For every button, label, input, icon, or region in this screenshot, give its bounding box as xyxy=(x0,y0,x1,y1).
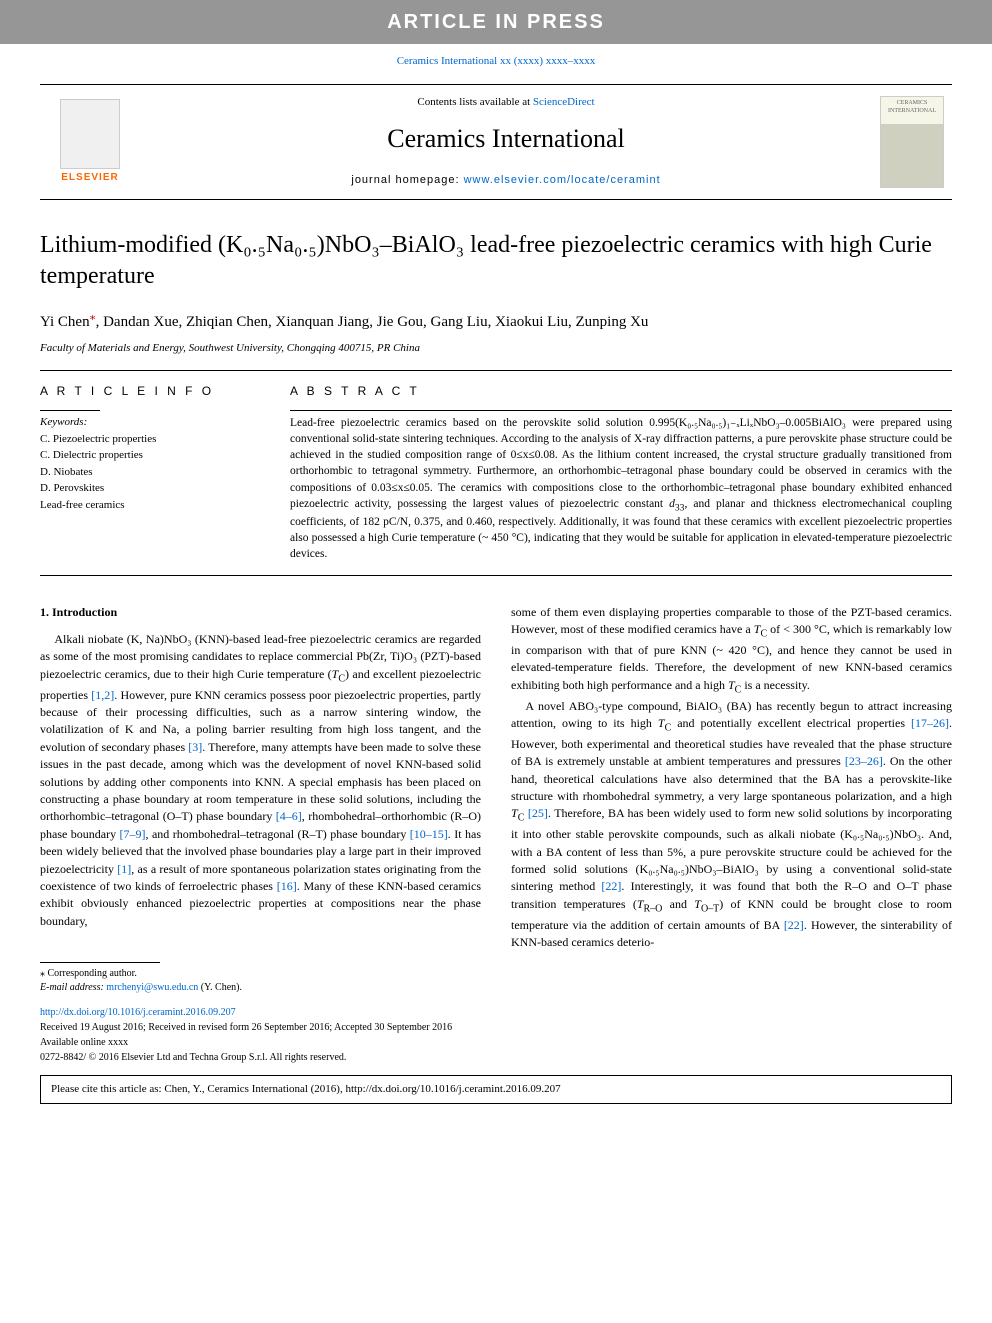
body-paragraph: A novel ABO₃-type compound, BiAlO₃ (BA) … xyxy=(511,698,952,952)
authors-line: Yi Chen⁎, Dandan Xue, Zhiqian Chen, Xian… xyxy=(40,308,952,333)
divider xyxy=(40,575,952,576)
journal-reference-line: Ceramics International xx (xxxx) xxxx–xx… xyxy=(0,44,992,79)
keyword-item: D. Perovskites xyxy=(40,480,260,497)
contents-lists-line: Contents lists available at ScienceDirec… xyxy=(150,95,862,110)
journal-title: Ceramics International xyxy=(150,121,862,157)
sciencedirect-link[interactable]: ScienceDirect xyxy=(533,96,595,108)
keyword-item: Lead-free ceramics xyxy=(40,497,260,514)
cover-image: CERAMICS INTERNATIONAL xyxy=(880,96,944,188)
journal-ref-link[interactable]: Ceramics International xx (xxxx) xxxx–xx… xyxy=(397,55,596,67)
contents-prefix: Contents lists available at xyxy=(417,96,532,108)
abstract-head: A B S T R A C T xyxy=(290,383,952,400)
available-line: Available online xxxx xyxy=(40,1037,128,1048)
doi-link[interactable]: http://dx.doi.org/10.1016/j.ceramint.201… xyxy=(40,1007,236,1018)
affiliation: Faculty of Materials and Energy, Southwe… xyxy=(40,341,952,356)
journal-homepage-line: journal homepage: www.elsevier.com/locat… xyxy=(150,173,862,188)
citation-box: Please cite this article as: Chen, Y., C… xyxy=(40,1075,952,1104)
email-suffix: (Y. Chen). xyxy=(198,982,242,993)
body-paragraph: Alkali niobate (K, Na)NbO₃ (KNN)-based l… xyxy=(40,631,481,930)
homepage-link[interactable]: www.elsevier.com/locate/ceramint xyxy=(464,174,661,186)
abstract-text: Lead-free piezoelectric ceramics based o… xyxy=(290,415,952,562)
elsevier-label: ELSEVIER xyxy=(61,171,118,185)
body-paragraph: some of them even displaying properties … xyxy=(511,604,952,698)
keywords-label: Keywords: xyxy=(40,415,260,430)
body-column-left: 1. Introduction Alkali niobate (K, Na)Nb… xyxy=(40,604,481,952)
email-link[interactable]: mrchenyi@swu.edu.cn xyxy=(106,982,198,993)
keywords-list: C. Piezoelectric propertiesC. Dielectric… xyxy=(40,431,260,514)
article-info-column: A R T I C L E I N F O Keywords: C. Piezo… xyxy=(40,383,260,562)
divider xyxy=(40,410,100,411)
issn-line: 0272-8842/ © 2016 Elsevier Ltd and Techn… xyxy=(40,1052,346,1063)
keyword-item: D. Niobates xyxy=(40,464,260,481)
footnotes: ⁎ Corresponding author. E-mail address: … xyxy=(40,962,952,995)
header-center: Contents lists available at ScienceDirec… xyxy=(140,85,872,198)
keyword-item: C. Piezoelectric properties xyxy=(40,431,260,448)
keyword-item: C. Dielectric properties xyxy=(40,447,260,464)
elsevier-logo: ELSEVIER xyxy=(40,85,140,198)
divider xyxy=(40,370,952,371)
journal-cover-thumb: CERAMICS INTERNATIONAL xyxy=(872,85,952,198)
article-in-press-banner: ARTICLE IN PRESS xyxy=(0,0,992,44)
email-label: E-mail address: xyxy=(40,982,106,993)
abstract-column: A B S T R A C T Lead-free piezoelectric … xyxy=(290,383,952,562)
elsevier-tree-icon xyxy=(60,99,120,169)
homepage-prefix: journal homepage: xyxy=(351,174,463,186)
doi-block: http://dx.doi.org/10.1016/j.ceramint.201… xyxy=(40,1005,952,1065)
corresponding-author-note: ⁎ Corresponding author. xyxy=(40,967,952,981)
received-line: Received 19 August 2016; Received in rev… xyxy=(40,1022,452,1033)
divider xyxy=(290,410,952,411)
email-line: E-mail address: mrchenyi@swu.edu.cn (Y. … xyxy=(40,981,952,995)
article-info-head: A R T I C L E I N F O xyxy=(40,383,260,400)
introduction-head: 1. Introduction xyxy=(40,604,481,621)
body-column-right: some of them even displaying properties … xyxy=(511,604,952,952)
journal-header-box: ELSEVIER Contents lists available at Sci… xyxy=(40,84,952,199)
article-title: Lithium-modified (K₀.₅Na₀.₅)NbO₃–BiAlO₃ … xyxy=(40,230,952,292)
